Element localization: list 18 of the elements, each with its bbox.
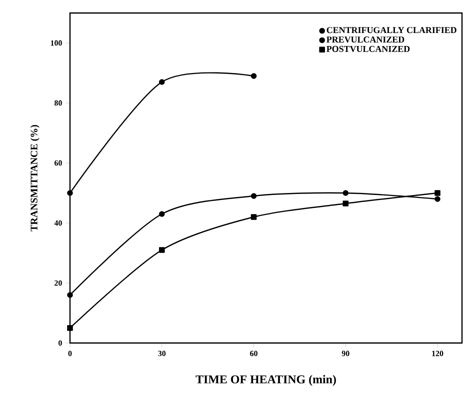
point (67, 190, 73, 196)
point (67, 325, 73, 331)
point (434, 190, 440, 196)
legend-label: POSTVULCANIZED (326, 46, 410, 52)
point (158, 79, 165, 85)
point (434, 196, 440, 202)
point (67, 292, 73, 298)
point (158, 247, 165, 253)
point (250, 73, 257, 79)
y-axis-title: TRANSMITTANCE (%) (30, 125, 40, 232)
point (250, 214, 257, 220)
legend-label: PREVULCANIZED (326, 36, 404, 43)
point (342, 200, 349, 206)
x-axis-title: TIME OF HEATING (min) (196, 374, 336, 386)
point (250, 193, 257, 199)
legend-label: CENTRIFUGALLY CLARIFIED (326, 27, 456, 34)
point (342, 190, 349, 196)
point (158, 211, 165, 217)
